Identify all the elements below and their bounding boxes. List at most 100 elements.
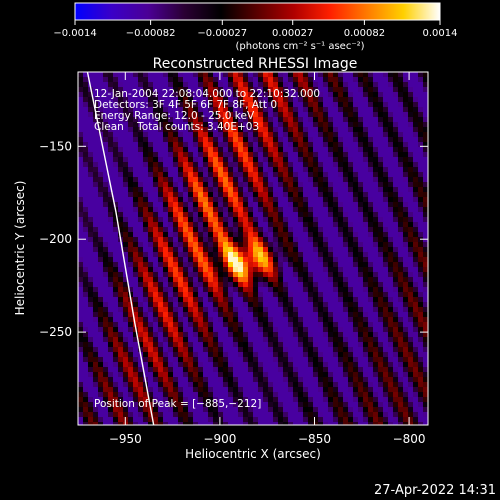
heatmap-cell (288, 97, 293, 102)
heatmap-cell (148, 357, 153, 362)
heatmap-cell (363, 77, 368, 82)
heatmap-cell (168, 352, 173, 357)
heatmap-cell (288, 222, 293, 227)
heatmap-cell (248, 72, 253, 77)
heatmap-cell (283, 237, 288, 242)
heatmap-cell (253, 302, 258, 307)
heatmap-cell (413, 142, 418, 147)
heatmap-cell (343, 407, 348, 412)
heatmap-cell (398, 382, 403, 387)
heatmap-cell (398, 187, 403, 192)
heatmap-cell (193, 422, 198, 425)
heatmap-cell (133, 227, 138, 232)
heatmap-cell (113, 377, 118, 382)
heatmap-cell (193, 227, 198, 232)
heatmap-cell (78, 137, 83, 142)
heatmap-cell (168, 197, 173, 202)
heatmap-cell (223, 177, 228, 182)
heatmap-cell (358, 92, 363, 97)
heatmap-cell (163, 392, 168, 397)
heatmap-cell (293, 227, 298, 232)
heatmap-cell (278, 137, 283, 142)
heatmap-cell (288, 227, 293, 232)
heatmap-cell (298, 102, 303, 107)
heatmap-cell (118, 257, 123, 262)
heatmap-cell (408, 107, 413, 112)
heatmap-cell (163, 402, 168, 407)
heatmap-cell (83, 77, 88, 82)
heatmap-cell (168, 397, 173, 402)
heatmap-cell (278, 197, 283, 202)
heatmap-cell (178, 132, 183, 137)
heatmap-cell (273, 182, 278, 187)
heatmap-cell (318, 107, 323, 112)
heatmap-cell (163, 252, 168, 257)
heatmap-cell (83, 97, 88, 102)
heatmap-cell (148, 277, 153, 282)
heatmap-cell (198, 302, 203, 307)
heatmap-cell (353, 197, 358, 202)
heatmap-cell (308, 302, 313, 307)
heatmap-cell (78, 412, 83, 417)
heatmap-cell (173, 107, 178, 112)
heatmap-cell (393, 87, 398, 92)
heatmap-cell (168, 357, 173, 362)
heatmap-cell (398, 362, 403, 367)
heatmap-cell (283, 297, 288, 302)
heatmap-cell (183, 192, 188, 197)
heatmap-cell (368, 357, 373, 362)
heatmap-cell (103, 327, 108, 332)
heatmap-cell (273, 77, 278, 82)
heatmap-cell (153, 412, 158, 417)
heatmap-cell (183, 402, 188, 407)
heatmap-cell (93, 362, 98, 367)
heatmap-cell (353, 82, 358, 87)
heatmap-cell (198, 117, 203, 122)
heatmap-cell (403, 362, 408, 367)
heatmap-cell (363, 377, 368, 382)
heatmap-cell (358, 127, 363, 132)
heatmap-cell (128, 152, 133, 157)
heatmap-cell (118, 297, 123, 302)
heatmap-cell (318, 342, 323, 347)
heatmap-cell (188, 182, 193, 187)
heatmap-cell (293, 347, 298, 352)
heatmap-cell (258, 402, 263, 407)
heatmap-cell (118, 292, 123, 297)
heatmap-cell (248, 422, 253, 425)
heatmap-cell (308, 227, 313, 232)
heatmap-cell (423, 367, 428, 372)
heatmap-cell (363, 82, 368, 87)
heatmap-cell (183, 362, 188, 367)
heatmap-cell (318, 172, 323, 177)
heatmap-cell (308, 402, 313, 407)
heatmap-cell (138, 207, 143, 212)
heatmap-cell (183, 187, 188, 192)
heatmap-cell (93, 377, 98, 382)
heatmap-cell (128, 217, 133, 222)
heatmap-cell (223, 327, 228, 332)
heatmap-cell (223, 257, 228, 262)
heatmap-cell (418, 317, 423, 322)
heatmap-cell (418, 117, 423, 122)
heatmap-cell (93, 192, 98, 197)
heatmap-cell (358, 72, 363, 77)
heatmap-cell (253, 252, 258, 257)
heatmap-cell (248, 287, 253, 292)
heatmap-cell (173, 277, 178, 282)
heatmap-cell (398, 272, 403, 277)
heatmap-cell (98, 242, 103, 247)
heatmap-cell (303, 157, 308, 162)
heatmap-cell (188, 142, 193, 147)
heatmap-cell (323, 402, 328, 407)
heatmap-cell (413, 277, 418, 282)
heatmap-cell (353, 72, 358, 77)
heatmap-cell (133, 177, 138, 182)
heatmap-cell (228, 402, 233, 407)
heatmap-cell (93, 167, 98, 172)
heatmap-cell (358, 182, 363, 187)
heatmap-cell (283, 102, 288, 107)
heatmap-cell (293, 107, 298, 112)
heatmap-cell (248, 267, 253, 272)
heatmap-cell (293, 247, 298, 252)
